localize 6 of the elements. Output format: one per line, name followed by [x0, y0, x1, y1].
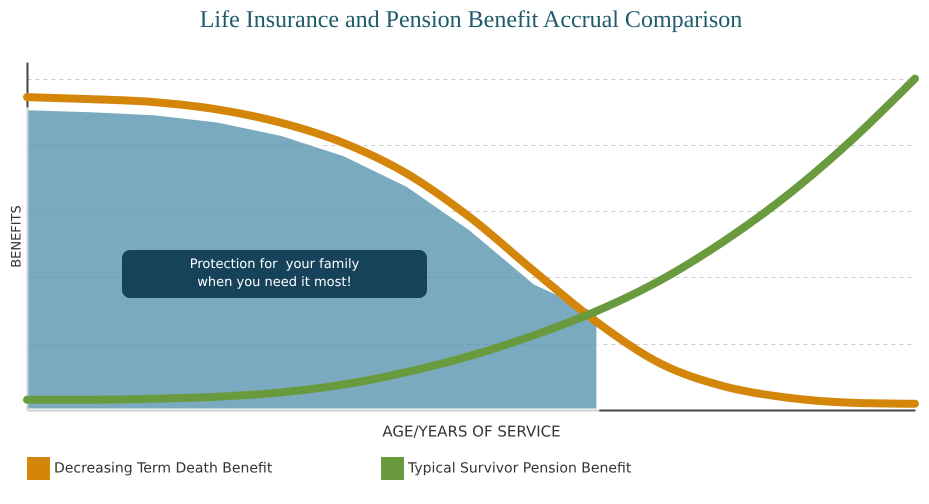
x-axis-title: AGE/YEARS OF SERVICE — [382, 422, 561, 440]
callout-box: Protection for your family when you need it most! — [122, 250, 427, 298]
chart-title: Life Insurance and Pension Benefit Accrual Comparison — [200, 7, 742, 33]
legend-label: Typical Survivor Pension Benefit — [407, 460, 632, 477]
legend-label: Decreasing Term Death Benefit — [54, 460, 273, 477]
y-axis-title: BENEFITS — [10, 205, 24, 268]
